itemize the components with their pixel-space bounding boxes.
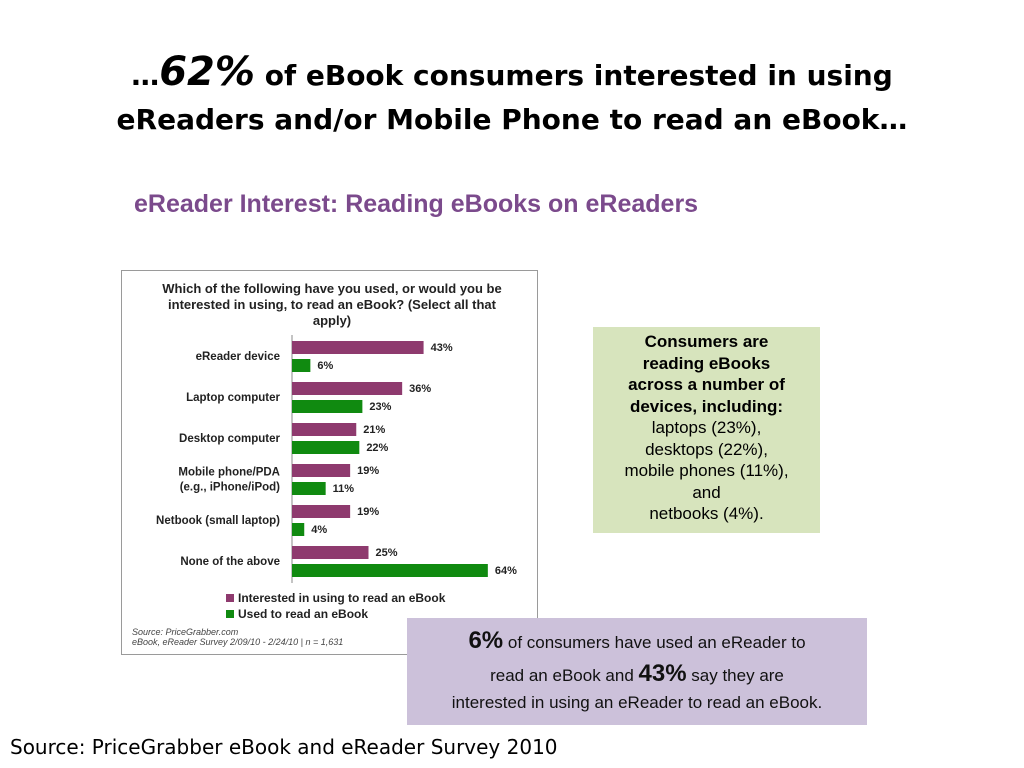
bar: [292, 441, 360, 454]
data-label: 6%: [317, 360, 333, 372]
bar: [292, 482, 326, 495]
bar: [292, 546, 369, 559]
data-label: 21%: [363, 424, 385, 436]
legend-swatch: [226, 594, 234, 602]
chart-panel: Which of the following have you used, or…: [121, 270, 538, 655]
data-label: 25%: [376, 547, 398, 559]
slide-title: …62% of eBook consumers interested in us…: [40, 50, 984, 142]
callout-line-2: desktops (22%),: [645, 439, 768, 459]
purple-text-4: interested in using an eReader to read a…: [451, 693, 823, 712]
slide-subtitle: eReader Interest: Reading eBooks on eRea…: [134, 190, 699, 218]
callout-lead-line-2: reading eBooks: [642, 353, 771, 373]
bar: [292, 400, 363, 413]
category-label: Laptop computer: [186, 392, 280, 404]
chart-source: Source: PriceGrabber.com eBook, eReader …: [132, 627, 343, 647]
purple-line-2: read an eBook and 43% say they are: [407, 658, 867, 692]
callout-line-3: mobile phones (11%),: [624, 461, 789, 480]
data-label: 19%: [357, 506, 379, 518]
bar: [292, 382, 403, 395]
legend-swatch: [226, 610, 234, 618]
category-label: Mobile phone/PDA: [178, 467, 280, 479]
data-label: 64%: [495, 565, 517, 577]
category-label: eReader device: [196, 351, 280, 363]
legend-label: Used to read an eBook: [238, 607, 368, 621]
bar: [292, 423, 357, 436]
bar: [292, 359, 311, 372]
chart-source-line-2: eBook, eReader Survey 2/09/10 - 2/24/10 …: [132, 637, 344, 647]
legend-label: Interested in using to read an eBook: [238, 591, 446, 605]
bar: [292, 523, 305, 536]
category-label: (e.g., iPhone/iPod): [180, 482, 280, 494]
bar: [292, 505, 351, 518]
bar: [292, 464, 351, 477]
data-label: 43%: [431, 342, 453, 354]
purple-text-1: of consumers have used an eReader to: [503, 633, 806, 652]
data-label: 23%: [369, 401, 391, 413]
data-label: 22%: [366, 442, 388, 454]
title-text: of eBook consumers interested in using: [254, 59, 893, 92]
data-label: 19%: [357, 465, 379, 477]
chart-source-line-1: Source: PriceGrabber.com: [132, 627, 239, 637]
data-label: 4%: [311, 524, 327, 536]
title-percentage: 62%: [159, 49, 255, 95]
purple-text-3: say they are: [686, 666, 784, 685]
used-percentage: 6%: [468, 627, 504, 654]
slide-source: Source: PriceGrabber eBook and eReader S…: [10, 735, 558, 759]
data-label: 11%: [333, 483, 355, 495]
interested-percentage: 43%: [638, 660, 687, 687]
data-label: 36%: [409, 383, 431, 395]
chart-question: Which of the following have you used, or…: [162, 281, 502, 328]
purple-line-1: 6% of consumers have used an eReader to: [407, 626, 867, 658]
callout-line-4: and: [692, 482, 721, 502]
callout-lead-line-4: devices, including:: [629, 396, 784, 416]
devices-callout: Consumers are reading eBooks across a nu…: [593, 327, 820, 533]
callout-lead-line-1: Consumers are: [644, 332, 769, 351]
title-prefix: …: [131, 59, 160, 92]
bar-chart: eReader device 43% 6% Laptop computer 36% 23%…: [156, 335, 517, 621]
callout-line-1: laptops (23%),: [651, 418, 762, 437]
category-label: None of the above: [180, 556, 280, 568]
category-label: Netbook (small laptop): [156, 515, 280, 527]
purple-text-2: read an eBook and: [490, 666, 639, 685]
ereader-callout: 6% of consumers have used an eReader to …: [407, 618, 867, 725]
title-line-2: eReaders and/or Mobile Phone to read an …: [116, 103, 908, 136]
callout-lead: Consumers are reading eBooks across a nu…: [593, 331, 820, 417]
bar: [292, 341, 424, 354]
bar: [292, 564, 488, 577]
callout-lead-line-3: across a number of: [628, 375, 785, 394]
callout-line-5: netbooks (4%).: [649, 504, 764, 523]
category-label: Desktop computer: [179, 433, 280, 445]
